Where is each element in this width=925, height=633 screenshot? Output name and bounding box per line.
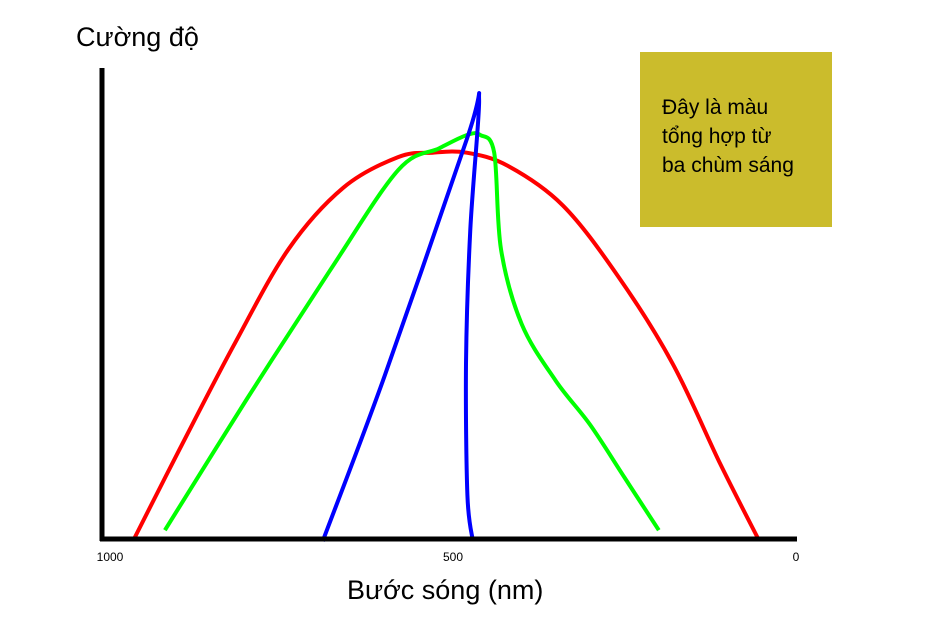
x-tick-labels: 1000 500 0: [97, 550, 800, 564]
series-line-2: [163, 131, 661, 532]
x-tick-label-3: 0: [793, 550, 800, 564]
y-axis-title: Cường độ: [76, 22, 199, 52]
annotation-line-2: tổng hợp từ: [662, 125, 772, 148]
annotation-line-3: ba chùm sáng: [662, 154, 794, 177]
series-layer: [132, 91, 761, 542]
x-tick-label-1: 1000: [97, 550, 124, 564]
series-line-1: [132, 149, 761, 540]
x-tick-label-2: 500: [443, 550, 463, 564]
annotation-line-1: Đây là màu: [662, 96, 769, 119]
annotation-box: Đây là màu tổng hợp từ ba chùm sáng: [640, 52, 832, 227]
x-axis-title: Bước sóng (nm): [347, 575, 544, 605]
series-line-3: [320, 91, 482, 542]
